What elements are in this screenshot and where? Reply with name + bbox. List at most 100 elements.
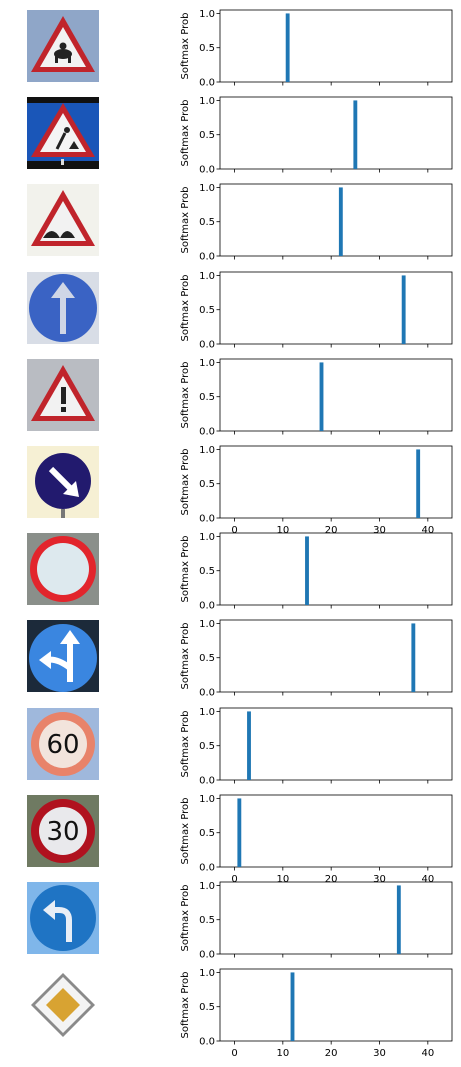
bar bbox=[353, 100, 358, 170]
y-axis-label: Softmax Prob bbox=[180, 536, 191, 603]
axes-frame bbox=[219, 9, 453, 83]
y-tick-label: 0.5 bbox=[199, 305, 215, 316]
y-axis-label: Softmax Prob bbox=[180, 100, 191, 167]
x-tick-label: 40 bbox=[421, 874, 434, 885]
x-tick-label: 30 bbox=[373, 1048, 386, 1059]
softmax-bar-chart: 0.0 0.5 1.0 Softmax Prob bbox=[180, 532, 453, 612]
softmax-bar-chart: 0.0 0.5 1.0 Softmax Prob bbox=[180, 96, 453, 176]
x-tick-label: 10 bbox=[276, 1048, 289, 1059]
axes-frame bbox=[219, 707, 453, 780]
y-tick-label: 1.0 bbox=[199, 9, 215, 20]
keep-right-round-sign-icon bbox=[27, 446, 99, 518]
y-axis-label: Softmax Prob bbox=[180, 361, 191, 428]
wild-animals-triangle-sign-icon bbox=[27, 10, 99, 82]
y-tick-label: 0.5 bbox=[199, 1002, 215, 1013]
y-tick-label: 0.0 bbox=[199, 775, 215, 786]
bar bbox=[396, 885, 401, 954]
x-tick-label: 0 bbox=[231, 874, 237, 885]
y-tick-label: 1.0 bbox=[199, 532, 215, 543]
speed-limit-30-sign-image: 30 bbox=[27, 794, 99, 867]
wild-animals-triangle-sign-image bbox=[27, 10, 99, 82]
bar bbox=[290, 972, 295, 1042]
road-work-triangle-sign-image bbox=[27, 97, 99, 170]
bar bbox=[416, 449, 421, 518]
softmax-bar-chart: 0.0 0.5 1.0 0 10 20 30 40 Softmax Prob bbox=[180, 968, 453, 1059]
y-tick-label: 0.0 bbox=[199, 601, 215, 612]
bar bbox=[237, 798, 242, 867]
x-tick-label: 40 bbox=[421, 1048, 434, 1059]
priority-road-diamond-sign-icon bbox=[27, 969, 99, 1042]
axes-frame bbox=[219, 619, 453, 693]
y-tick-label: 1.0 bbox=[199, 445, 215, 456]
axes-frame bbox=[219, 794, 453, 868]
y-axis-label: Softmax Prob bbox=[180, 885, 191, 952]
y-tick-label: 0.5 bbox=[199, 392, 215, 403]
softmax-bar-chart: 0.0 0.5 1.0 Softmax Prob bbox=[180, 271, 453, 350]
x-tick-label: 10 bbox=[276, 874, 289, 885]
y-tick-label: 0.0 bbox=[199, 862, 215, 873]
bumpy-road-triangle-sign-image bbox=[27, 184, 99, 257]
ahead-only-round-sign-image bbox=[27, 271, 99, 344]
y-tick-label: 1.0 bbox=[199, 707, 215, 718]
x-tick-label: 30 bbox=[373, 525, 386, 536]
y-tick-label: 0.5 bbox=[199, 741, 215, 752]
softmax-bar-chart: 0.0 0.5 1.0 Softmax Prob bbox=[180, 358, 453, 437]
y-tick-label: 0.5 bbox=[199, 218, 215, 229]
axes-frame bbox=[219, 96, 453, 170]
turn-left-ahead-round-sign-image bbox=[27, 882, 99, 954]
y-tick-label: 1.0 bbox=[199, 358, 215, 369]
bar bbox=[411, 623, 416, 693]
y-tick-label: 0.0 bbox=[199, 252, 215, 263]
bar bbox=[305, 536, 309, 606]
y-tick-label: 1.0 bbox=[199, 881, 215, 892]
x-tick-label: 20 bbox=[325, 874, 338, 885]
y-tick-label: 1.0 bbox=[199, 96, 215, 107]
x-tick-label: 20 bbox=[325, 525, 338, 536]
axes-frame bbox=[219, 271, 453, 344]
x-tick-label: 40 bbox=[421, 525, 434, 536]
turn-left-ahead-round-sign-icon bbox=[27, 882, 99, 954]
y-axis-label: Softmax Prob bbox=[180, 710, 191, 777]
x-tick-label: 0 bbox=[231, 525, 237, 536]
x-tick-label: 0 bbox=[231, 1048, 237, 1059]
y-tick-label: 0.5 bbox=[199, 566, 215, 577]
speed-limit-60-sign-image: 60 bbox=[27, 707, 99, 780]
bar bbox=[338, 187, 343, 257]
y-tick-label: 0.0 bbox=[199, 1037, 215, 1048]
y-tick-label: 0.0 bbox=[199, 514, 215, 525]
bar bbox=[285, 13, 290, 82]
y-axis-label: Softmax Prob bbox=[180, 797, 191, 864]
sign-number: 60 bbox=[46, 730, 79, 760]
y-axis-label: Softmax Prob bbox=[180, 449, 191, 516]
no-vehicles-round-sign-image bbox=[27, 533, 99, 606]
axes-frame bbox=[219, 358, 453, 432]
y-tick-label: 0.0 bbox=[199, 165, 215, 176]
softmax-bar-chart: 0.0 0.5 1.0 Softmax Prob bbox=[180, 619, 453, 699]
y-axis-label: Softmax Prob bbox=[180, 623, 191, 690]
softmax-bar-chart: 0.0 0.5 1.0 Softmax Prob bbox=[180, 9, 453, 89]
y-axis-label: Softmax Prob bbox=[180, 187, 191, 254]
y-tick-label: 0.0 bbox=[199, 78, 215, 89]
speed-limit-30-sign-icon: 30 bbox=[27, 794, 99, 867]
axes-frame bbox=[219, 532, 453, 606]
bar bbox=[401, 275, 406, 344]
bumpy-road-triangle-sign-icon bbox=[27, 184, 99, 257]
ahead-only-round-sign-icon bbox=[27, 271, 99, 344]
y-tick-label: 0.5 bbox=[199, 479, 215, 490]
road-work-triangle-sign-icon bbox=[27, 97, 99, 170]
y-tick-label: 1.0 bbox=[199, 271, 215, 282]
priority-road-diamond-sign-image bbox=[27, 969, 99, 1042]
y-tick-label: 1.0 bbox=[199, 968, 215, 979]
y-tick-label: 0.0 bbox=[199, 688, 215, 699]
softmax-bar-chart: 0.0 0.5 1.0 Softmax Prob bbox=[180, 707, 453, 786]
bar bbox=[247, 711, 251, 780]
axes-frame bbox=[219, 968, 453, 1042]
straight-or-left-round-sign-icon bbox=[27, 620, 99, 693]
y-tick-label: 0.5 bbox=[199, 828, 215, 839]
softmax-bar-chart: 0.0 0.5 1.0 0 10 20 30 40 Softmax Prob bbox=[180, 445, 453, 536]
softmax-bar-chart: 0.0 0.5 1.0 Softmax Prob bbox=[180, 881, 453, 961]
x-tick-label: 30 bbox=[373, 874, 386, 885]
y-axis-label: Softmax Prob bbox=[180, 274, 191, 341]
y-axis-label: Softmax Prob bbox=[180, 972, 191, 1039]
